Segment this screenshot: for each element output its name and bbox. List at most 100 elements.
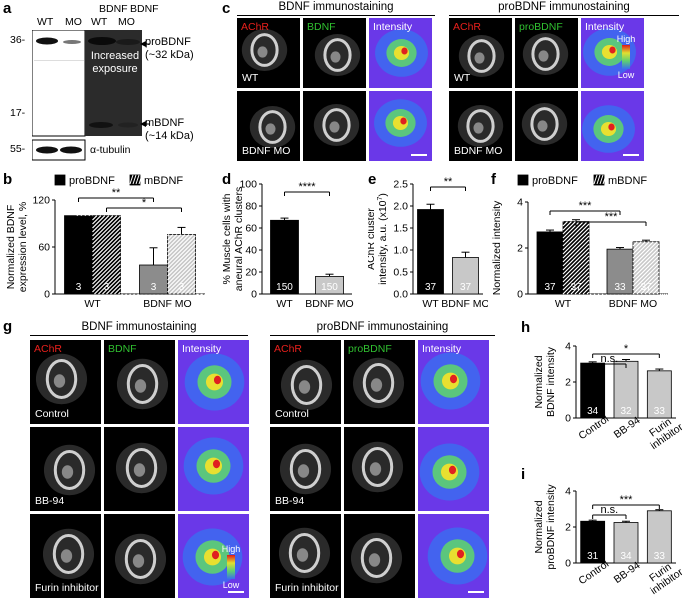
y-axis-label: Normalized BDNF bbox=[5, 205, 17, 290]
bar bbox=[580, 520, 606, 564]
g-row-label-1-1: BB-94 bbox=[275, 495, 305, 507]
bar-hatch bbox=[543, 201, 564, 222]
y-axis-label-exp: 7 bbox=[377, 196, 384, 200]
g-scale-high: High bbox=[221, 544, 241, 554]
cluster-core bbox=[61, 465, 74, 479]
bar-hatch bbox=[658, 293, 662, 297]
bar-hatch bbox=[189, 287, 196, 295]
bar-hatch bbox=[120, 293, 143, 315]
c-g0-r1-c1 bbox=[303, 91, 366, 161]
bar-hatch bbox=[167, 247, 196, 277]
bar-hatch bbox=[193, 291, 196, 295]
g-g1-r1-c0: BB-94 bbox=[270, 427, 341, 511]
bar-hatch bbox=[613, 293, 636, 315]
c-g0-r0-c2-image bbox=[369, 18, 432, 88]
marker-55: 55- bbox=[10, 143, 26, 155]
bar-hatch bbox=[663, 293, 685, 315]
probdnf-band-label: proBDNF (~32 kDa) bbox=[145, 36, 194, 61]
y-tick-label: 2 bbox=[565, 522, 571, 534]
cluster-core bbox=[132, 554, 145, 568]
sig-label: ** bbox=[112, 187, 121, 199]
c-scale-high: High bbox=[616, 34, 636, 44]
g-g1-r1-c1 bbox=[344, 427, 415, 511]
y-tick-label: 80 bbox=[245, 201, 257, 213]
legend-hatch bbox=[599, 174, 604, 185]
sig-label: * bbox=[624, 343, 629, 355]
bar-hatch bbox=[110, 283, 121, 295]
y-axis-label: proBDNF intensity bbox=[545, 484, 557, 570]
bar-hatch bbox=[658, 293, 678, 313]
increased-exposure-label: Increased exposure bbox=[90, 50, 140, 75]
chart-i: Normalized proBDNF intensity 02431Control3… bbox=[521, 466, 685, 597]
intensity-peak bbox=[400, 117, 407, 125]
bar-hatch bbox=[136, 293, 159, 315]
c-g1-r0-c1: proBDNF bbox=[515, 18, 578, 88]
bar-hatch bbox=[657, 293, 680, 315]
panel-label: d bbox=[222, 171, 231, 188]
g-g1-r2-c0: Furin inhibitor bbox=[270, 514, 341, 598]
bar-hatch bbox=[84, 207, 93, 217]
sig-label: n.s. bbox=[600, 353, 618, 365]
bar-hatch bbox=[167, 263, 196, 293]
legend-swatch bbox=[54, 174, 66, 186]
bar-hatch bbox=[120, 293, 139, 313]
g-row-label-0-1: BB-94 bbox=[35, 495, 65, 507]
chart-f: Normalized intensity 0 2 4 37 37 WT 33 37 BDNF MO… bbox=[491, 171, 685, 315]
y-tick-label: 100 bbox=[239, 179, 257, 191]
y-tick-label: 2.5 bbox=[393, 179, 408, 191]
g-g0-r0-c0-image bbox=[35, 353, 88, 405]
cluster bbox=[126, 364, 159, 404]
cluster-core bbox=[329, 121, 340, 133]
c-scale: High Low bbox=[611, 34, 641, 84]
cluster bbox=[467, 39, 496, 73]
bar-hatch bbox=[632, 263, 660, 291]
bar-hatch bbox=[621, 293, 644, 315]
bar-hatch bbox=[648, 283, 660, 295]
n-label: 37 bbox=[544, 282, 556, 293]
n-label: 34 bbox=[587, 406, 599, 417]
bar-hatch bbox=[120, 293, 127, 301]
cluster bbox=[250, 33, 279, 67]
y-axis-label-2: intensity, a.u. (x107) bbox=[377, 193, 389, 285]
bar-hatch bbox=[632, 267, 660, 295]
g-row-label-0-2: Furin inhibitor bbox=[35, 582, 99, 594]
bar bbox=[536, 231, 564, 295]
c-scalebar-1 bbox=[623, 154, 639, 156]
cluster-core bbox=[474, 52, 485, 64]
g-g0-r0-c2-image bbox=[178, 340, 249, 424]
g-g1-r2-c2-image bbox=[418, 514, 489, 598]
bar-hatch bbox=[671, 301, 685, 315]
bar-hatch bbox=[562, 263, 590, 291]
sig-label: n.s. bbox=[600, 504, 618, 516]
c-g0-r0-c0-image bbox=[241, 29, 288, 71]
mbdnf-band-label: mBDNF (~14 kDa) bbox=[145, 117, 194, 142]
y-tick-label: 40 bbox=[245, 245, 257, 257]
bar-hatch bbox=[604, 213, 634, 243]
cluster bbox=[531, 37, 560, 71]
g-g1-r0-c0-image bbox=[280, 359, 333, 411]
bar-hatch bbox=[92, 259, 121, 289]
y-tick-label: 4 bbox=[517, 197, 523, 209]
y-tick-label: 4 bbox=[565, 486, 571, 498]
g-g1-r0-c2-image bbox=[418, 340, 489, 424]
g-g0-r0-c2: Intensity bbox=[178, 340, 249, 424]
c-g0-r1-c2-image bbox=[369, 91, 432, 161]
bar-hatch bbox=[562, 221, 572, 231]
y-axis-label: expression level, % bbox=[17, 202, 29, 292]
sig-label: **** bbox=[298, 181, 316, 193]
g-g1-r2-c1 bbox=[344, 514, 415, 598]
g-g0-r2-c0: Furin inhibitor bbox=[30, 514, 101, 598]
intensity-peak bbox=[213, 375, 222, 385]
g-g0-r0-c0: AChR Control bbox=[30, 340, 101, 424]
bar-hatch bbox=[167, 255, 196, 285]
intensity-peak bbox=[608, 123, 615, 131]
chart-d: % Muscle cells with aneural AChR clusters… bbox=[222, 171, 354, 310]
bar-hatch bbox=[658, 293, 670, 305]
cluster-core bbox=[60, 549, 73, 563]
y-axis-label: BDNF intensity bbox=[545, 346, 557, 417]
bar-hatch bbox=[172, 293, 195, 315]
c-g0-r1-c2 bbox=[369, 91, 432, 161]
bar-hatch bbox=[92, 255, 121, 285]
cluster-core bbox=[297, 464, 310, 478]
n-label: 33 bbox=[614, 282, 626, 293]
